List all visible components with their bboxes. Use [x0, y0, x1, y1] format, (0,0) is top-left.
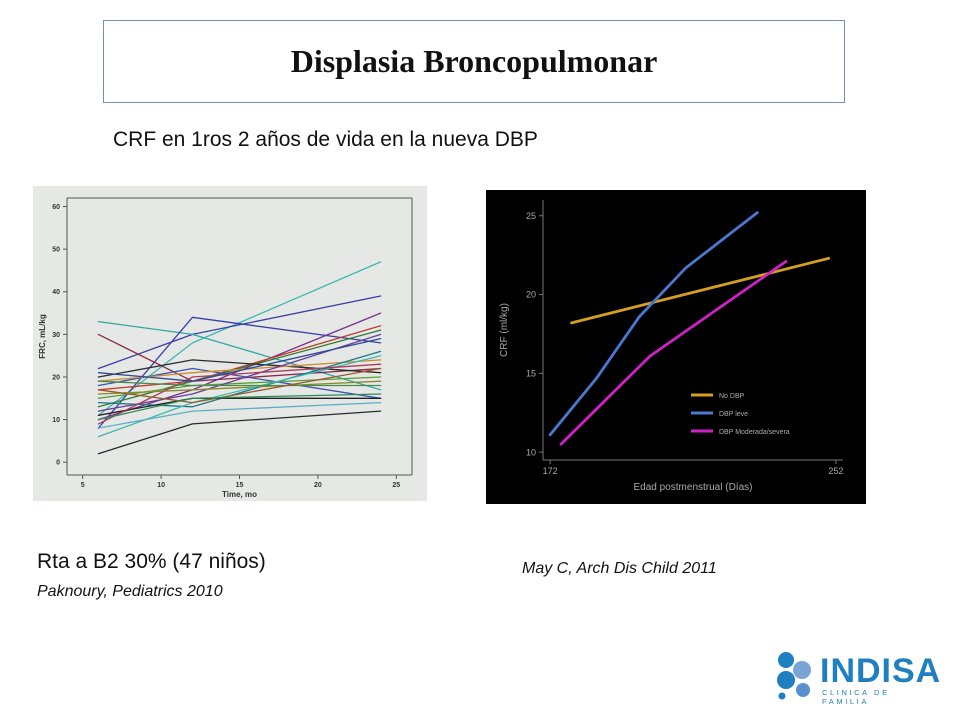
- y-axis-label: FRC, mL/kg: [38, 314, 47, 359]
- chart-background: [486, 190, 866, 504]
- y-tick-label: 40: [52, 289, 60, 296]
- frc-spaghetti-chart: 0 10 20 30 40 50 60 5 10 15 20 25 Time, mo FRC, mL/kg: [33, 186, 427, 501]
- y-tick-label: 0: [56, 460, 60, 467]
- y-tick-label: 30: [52, 332, 60, 339]
- series-line-21: [97, 337, 382, 382]
- y-tick-label: 20: [52, 374, 60, 381]
- series-line-15: [97, 350, 382, 408]
- series-line-1: [570, 256, 831, 325]
- series-line-13: [97, 359, 382, 382]
- x-tick-label: 20: [314, 482, 322, 489]
- y-tick-label: 60: [52, 204, 60, 211]
- reference-left: Paknoury, Pediatrics 2010: [37, 583, 223, 600]
- x-axis-label: Time, mo: [222, 490, 257, 499]
- legend-label: No DBP: [719, 393, 745, 400]
- reference-right: May C, Arch Dis Child 2011: [522, 560, 717, 577]
- series-line-3: [559, 260, 788, 446]
- y-tick-label: 50: [52, 247, 60, 254]
- series-line-19: [97, 363, 382, 425]
- chart-background: [33, 186, 427, 501]
- series-line-2: [548, 211, 759, 437]
- x-tick-label: 15: [236, 482, 244, 489]
- legend-label: DBP Moderada/severa: [719, 429, 790, 436]
- y-tick-label: 10: [526, 447, 536, 457]
- title-box: Displasia Broncopulmonar: [103, 20, 845, 103]
- caption-response: Rta a B2 30% (47 niños): [37, 550, 266, 573]
- x-tick-label: 25: [392, 482, 400, 489]
- series-line-24: [97, 393, 382, 421]
- x-tick-label: 252: [828, 466, 843, 476]
- y-axis-label: CRF (ml/kg): [499, 303, 510, 357]
- series-line-22: [97, 367, 382, 404]
- series-line-14: [97, 333, 382, 412]
- series-line-11: [97, 367, 382, 399]
- x-tick-label: 172: [543, 466, 558, 476]
- logo-subtext: CLINICA DE FAMILIA: [822, 688, 890, 706]
- logo-text: INDISA: [820, 652, 942, 690]
- y-tick-label: 20: [526, 290, 536, 300]
- slide-title: Displasia Broncopulmonar: [290, 43, 658, 79]
- x-tick-label: 5: [81, 482, 85, 489]
- y-tick-label: 25: [526, 211, 536, 221]
- slide-subtitle: CRF en 1ros 2 años de vida en la nueva D…: [113, 128, 538, 151]
- series-line-20: [97, 380, 382, 387]
- series-line-4: [97, 316, 382, 429]
- x-tick-label: 10: [157, 482, 165, 489]
- series-line-16: [97, 380, 382, 395]
- molecule-icon: [777, 652, 811, 700]
- crf-postmenstrual-chart: 10 15 20 25 172 252 Edad postmenstrual (Días) C…: [486, 190, 866, 504]
- x-axis-label: Edad postmenstrual (Días): [634, 482, 753, 493]
- series-line-9: [97, 410, 382, 455]
- y-tick-label: 10: [52, 417, 60, 424]
- y-tick-label: 15: [526, 368, 536, 378]
- legend-label: DBP leve: [719, 411, 748, 418]
- indisa-logo: INDISA CLINICA DE FAMILIA: [772, 650, 942, 706]
- series-line-23: [97, 401, 382, 429]
